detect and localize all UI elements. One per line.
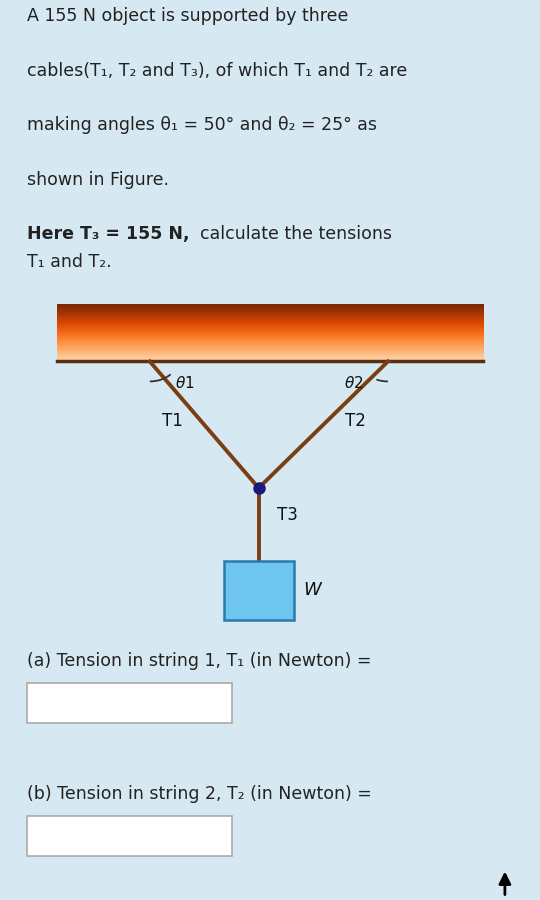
Text: T3: T3 bbox=[277, 506, 298, 524]
Text: shown in Figure.: shown in Figure. bbox=[27, 171, 169, 189]
Text: T2: T2 bbox=[345, 412, 366, 430]
Text: (a) Tension in string 1, T₁ (in Newton) =: (a) Tension in string 1, T₁ (in Newton) … bbox=[27, 652, 372, 670]
Bar bbox=[224, 562, 294, 619]
Text: A 155 N object is supported by three: A 155 N object is supported by three bbox=[27, 7, 348, 25]
Text: $\theta$$\mathit{1}$: $\theta$$\mathit{1}$ bbox=[175, 374, 194, 391]
Text: (b) Tension in string 2, T₂ (in Newton) =: (b) Tension in string 2, T₂ (in Newton) … bbox=[27, 785, 372, 803]
Text: Here T₃ = 155 N,: Here T₃ = 155 N, bbox=[27, 225, 190, 243]
Text: T₁ and T₂.: T₁ and T₂. bbox=[27, 253, 112, 271]
Text: $\theta$$\mathit{2}$: $\theta$$\mathit{2}$ bbox=[343, 374, 363, 391]
Text: making angles θ₁ = 50° and θ₂ = 25° as: making angles θ₁ = 50° and θ₂ = 25° as bbox=[27, 116, 377, 134]
FancyBboxPatch shape bbox=[27, 683, 232, 723]
Text: cables(T₁, T₂ and T₃), of which T₁ and T₂ are: cables(T₁, T₂ and T₃), of which T₁ and T… bbox=[27, 62, 407, 80]
FancyBboxPatch shape bbox=[27, 816, 232, 856]
Text: $W$: $W$ bbox=[303, 581, 323, 599]
Text: T1: T1 bbox=[162, 412, 183, 430]
Text: calculate the tensions: calculate the tensions bbox=[189, 225, 392, 243]
